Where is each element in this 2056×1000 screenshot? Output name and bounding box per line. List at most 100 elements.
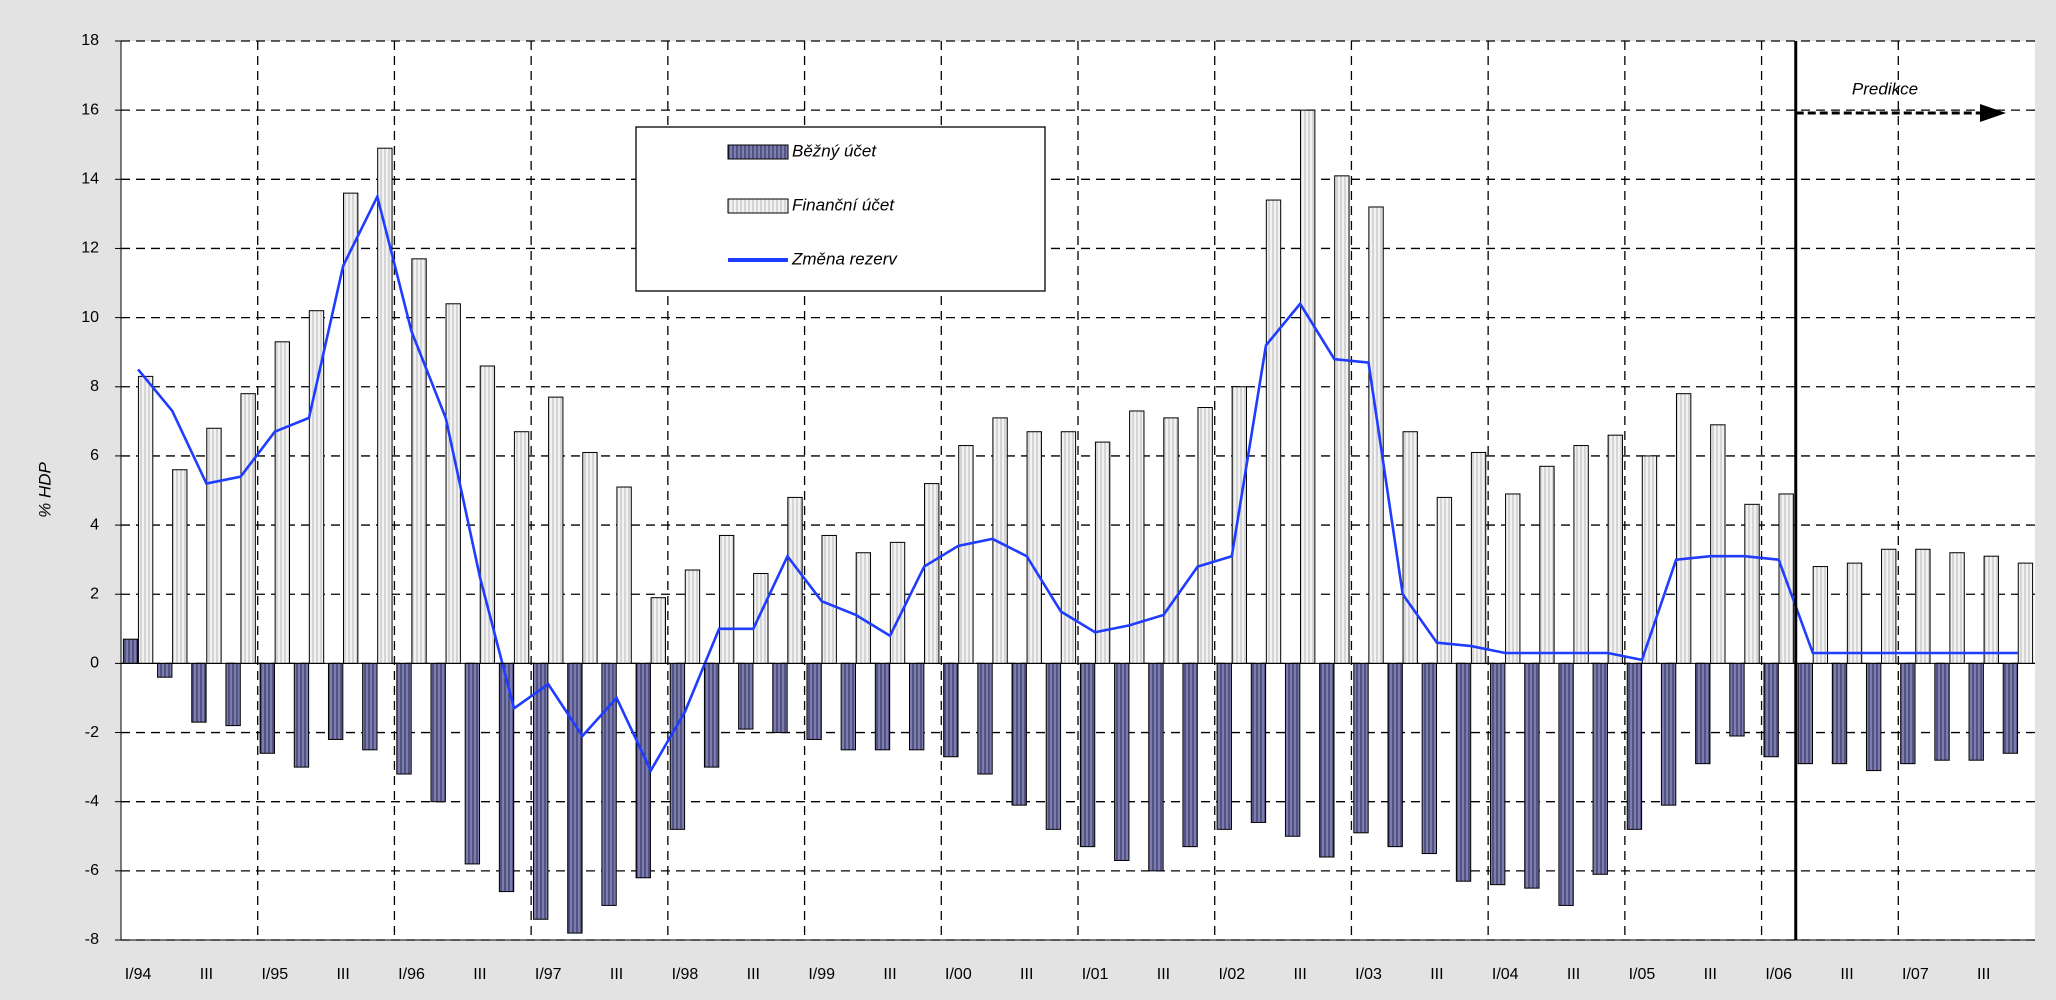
bar	[908, 662, 925, 751]
x-tick-label: III	[473, 966, 486, 983]
x-tick-label: III	[200, 966, 213, 983]
bar	[1182, 662, 1198, 848]
bar	[582, 451, 598, 664]
y-tick-label: -2	[85, 724, 99, 741]
bar	[1284, 662, 1301, 837]
bar	[1865, 662, 1882, 772]
bar	[1846, 562, 1863, 664]
bar	[889, 541, 906, 664]
bar	[1114, 662, 1130, 861]
bar	[1660, 662, 1677, 806]
y-tick-label: -4	[85, 793, 99, 810]
bar	[1045, 662, 1062, 830]
y-tick-label: 6	[90, 447, 99, 464]
bar	[396, 662, 412, 775]
y-axis-label: % HDP	[35, 461, 54, 517]
bar	[206, 427, 222, 664]
bar	[1421, 662, 1438, 855]
bar	[343, 192, 359, 664]
x-tick-label: III	[1704, 966, 1717, 983]
bar	[1915, 548, 1931, 664]
y-tick-label: 18	[81, 32, 99, 49]
bar	[1231, 386, 1248, 664]
y-tick-label: 14	[81, 171, 99, 188]
bar	[479, 365, 496, 664]
x-tick-label: III	[747, 966, 760, 983]
bar	[1197, 407, 1213, 664]
legend-box	[635, 126, 1046, 292]
bar	[1592, 662, 1608, 875]
bar	[1300, 109, 1316, 664]
bar	[274, 341, 291, 664]
bar	[1710, 424, 1726, 664]
bar	[635, 662, 651, 879]
bar	[840, 662, 856, 751]
bar	[1881, 548, 1897, 664]
bar	[1490, 662, 1506, 886]
x-tick-label: I/95	[261, 966, 288, 983]
x-tick-label: III	[1293, 966, 1306, 983]
bar	[1265, 199, 1282, 664]
bar	[137, 375, 154, 664]
y-tick-label: 8	[90, 378, 99, 395]
bar	[1983, 555, 1999, 664]
legend-label: Změna rezerv	[791, 249, 898, 268]
bar	[977, 662, 993, 775]
bar	[1026, 431, 1042, 664]
bar	[772, 662, 788, 734]
x-tick-label: I/05	[1629, 966, 1656, 983]
bar	[122, 638, 139, 664]
x-tick-label: I/07	[1902, 966, 1929, 983]
bar	[240, 393, 256, 664]
y-tick-label: 12	[81, 240, 99, 257]
bar	[1079, 662, 1096, 848]
bar	[1455, 662, 1472, 882]
bar	[753, 572, 769, 664]
y-tick-label: 4	[90, 516, 99, 533]
bar	[1148, 662, 1164, 872]
x-tick-label: III	[1157, 966, 1170, 983]
bar	[1060, 431, 1077, 664]
bar	[411, 258, 427, 664]
bar	[1470, 451, 1487, 664]
x-tick-label: III	[1977, 966, 1990, 983]
bar	[2017, 562, 2034, 664]
bar	[806, 662, 822, 740]
bar	[1968, 662, 1984, 761]
annotation: Predikce	[1852, 79, 1918, 98]
bar	[1353, 662, 1369, 834]
bar	[1641, 455, 1658, 664]
bar	[2002, 662, 2019, 754]
x-tick-label: III	[1567, 966, 1580, 983]
x-tick-label: I/94	[125, 966, 152, 983]
bar	[1744, 503, 1760, 664]
bar	[1729, 662, 1745, 737]
bar	[1163, 417, 1179, 664]
y-tick-label: 0	[90, 655, 99, 672]
bar	[855, 552, 872, 664]
y-tick-label: 16	[81, 101, 99, 118]
bar	[1573, 445, 1589, 664]
bar	[1011, 662, 1027, 806]
x-tick-label: III	[1430, 966, 1443, 983]
bar	[1949, 552, 1965, 664]
bar	[1524, 662, 1540, 889]
line	[137, 192, 2018, 774]
x-tick-label: I/04	[1492, 966, 1519, 983]
prediction-arrowhead	[1980, 104, 2006, 122]
bar	[703, 662, 720, 768]
bar	[1539, 465, 1555, 664]
bar	[1250, 662, 1267, 823]
bar	[464, 662, 481, 865]
bar	[1812, 566, 1829, 664]
bar	[1900, 662, 1916, 765]
x-tick-label: I/98	[672, 966, 699, 983]
x-tick-label: III	[1840, 966, 1853, 983]
plot-area	[121, 41, 2035, 940]
x-tick-label: I/02	[1218, 966, 1245, 983]
legend-label: Běžný účet	[792, 141, 877, 160]
bar	[1797, 662, 1813, 765]
x-tick-label: III	[610, 966, 623, 983]
bar	[1216, 662, 1232, 830]
